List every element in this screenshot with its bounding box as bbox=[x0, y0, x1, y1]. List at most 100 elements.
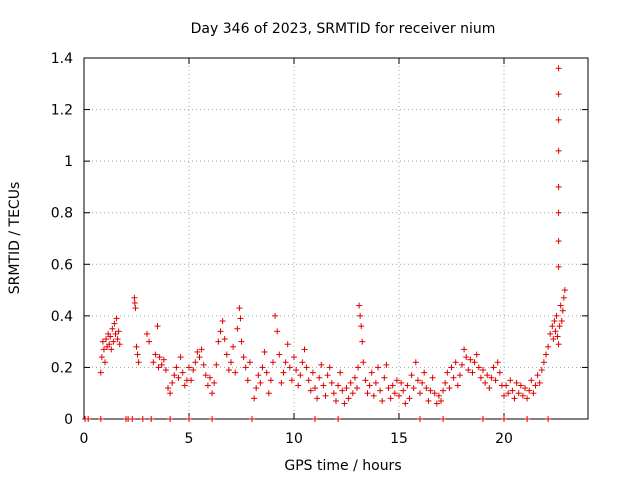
data-point bbox=[530, 390, 537, 397]
data-point bbox=[549, 323, 556, 330]
data-point bbox=[213, 361, 220, 368]
data-point bbox=[555, 147, 562, 154]
data-point bbox=[354, 385, 360, 392]
data-point bbox=[431, 390, 438, 397]
data-point bbox=[507, 377, 514, 384]
data-point bbox=[560, 294, 567, 301]
data-point bbox=[421, 369, 428, 376]
data-point bbox=[509, 387, 516, 394]
data-point bbox=[299, 359, 306, 366]
data-point bbox=[438, 397, 444, 404]
data-point bbox=[381, 374, 388, 381]
x-tick-label: 10 bbox=[285, 431, 303, 447]
data-point bbox=[238, 338, 245, 345]
data-point bbox=[249, 416, 255, 422]
data-point bbox=[131, 299, 138, 306]
data-point bbox=[387, 395, 394, 402]
x-axis-label: GPS time / hours bbox=[284, 458, 401, 474]
data-point bbox=[410, 385, 417, 392]
data-point bbox=[186, 416, 192, 422]
data-point bbox=[554, 333, 561, 340]
data-point bbox=[419, 379, 426, 386]
data-point bbox=[480, 367, 486, 374]
data-point bbox=[555, 65, 562, 72]
data-point bbox=[257, 379, 264, 386]
data-point bbox=[190, 367, 197, 374]
data-point bbox=[494, 359, 501, 366]
data-point bbox=[452, 359, 459, 366]
data-point bbox=[267, 377, 274, 384]
data-point bbox=[551, 318, 558, 325]
data-point bbox=[555, 341, 562, 348]
data-point bbox=[528, 377, 535, 384]
data-point bbox=[450, 374, 457, 381]
data-point bbox=[209, 390, 216, 397]
data-point bbox=[301, 346, 308, 353]
data-point bbox=[398, 379, 405, 386]
data-point bbox=[446, 385, 453, 392]
data-point bbox=[312, 385, 318, 392]
data-point bbox=[355, 364, 362, 371]
x-axis-ticks: 0 5 10 15 20 bbox=[80, 58, 513, 447]
data-point bbox=[307, 387, 314, 394]
data-point bbox=[177, 354, 184, 361]
data-point bbox=[324, 372, 331, 379]
data-point bbox=[200, 361, 207, 368]
data-point bbox=[155, 364, 162, 371]
data-point bbox=[261, 348, 268, 355]
data-point bbox=[114, 336, 121, 343]
data-point bbox=[242, 364, 249, 371]
data-point bbox=[175, 374, 182, 381]
data-point bbox=[364, 390, 371, 397]
data-point bbox=[465, 367, 472, 374]
data-point bbox=[337, 369, 344, 376]
data-point bbox=[429, 374, 436, 381]
data-point bbox=[558, 318, 565, 325]
data-point bbox=[165, 385, 171, 392]
data-point bbox=[366, 382, 373, 389]
data-point bbox=[274, 328, 281, 335]
data-point bbox=[322, 392, 329, 399]
data-point bbox=[291, 354, 297, 361]
data-point bbox=[110, 338, 117, 345]
data-point bbox=[278, 379, 285, 386]
data-point bbox=[503, 382, 510, 389]
data-point bbox=[146, 338, 153, 345]
data-point bbox=[347, 379, 354, 386]
x-tick-label: 20 bbox=[495, 431, 513, 447]
data-point bbox=[440, 387, 447, 394]
data-point bbox=[522, 385, 528, 392]
data-point bbox=[167, 416, 174, 422]
y-tick-label: 0.4 bbox=[51, 309, 73, 325]
data-point bbox=[160, 356, 167, 363]
data-point bbox=[393, 377, 400, 384]
data-point bbox=[162, 367, 169, 374]
data-point bbox=[179, 369, 186, 376]
data-point bbox=[116, 341, 123, 348]
data-point bbox=[217, 328, 224, 335]
data-point bbox=[555, 209, 562, 216]
data-point bbox=[545, 343, 552, 350]
data-point bbox=[152, 351, 159, 358]
data-point bbox=[540, 359, 547, 366]
data-point bbox=[427, 387, 434, 394]
data-point bbox=[295, 382, 302, 389]
data-point bbox=[482, 379, 489, 386]
data-point bbox=[524, 395, 531, 402]
data-point bbox=[345, 395, 352, 402]
data-point bbox=[557, 302, 564, 309]
data-point bbox=[246, 359, 253, 366]
data-point bbox=[555, 263, 562, 270]
data-point bbox=[488, 374, 495, 381]
data-point bbox=[501, 416, 507, 422]
data-point bbox=[270, 359, 276, 366]
data-point bbox=[284, 341, 291, 348]
data-point bbox=[111, 320, 118, 327]
data-point bbox=[391, 390, 398, 397]
data-point bbox=[379, 397, 386, 404]
data-point bbox=[234, 325, 241, 332]
data-point bbox=[454, 382, 461, 389]
data-point bbox=[240, 354, 247, 361]
data-point bbox=[459, 361, 465, 368]
data-point bbox=[202, 372, 209, 379]
